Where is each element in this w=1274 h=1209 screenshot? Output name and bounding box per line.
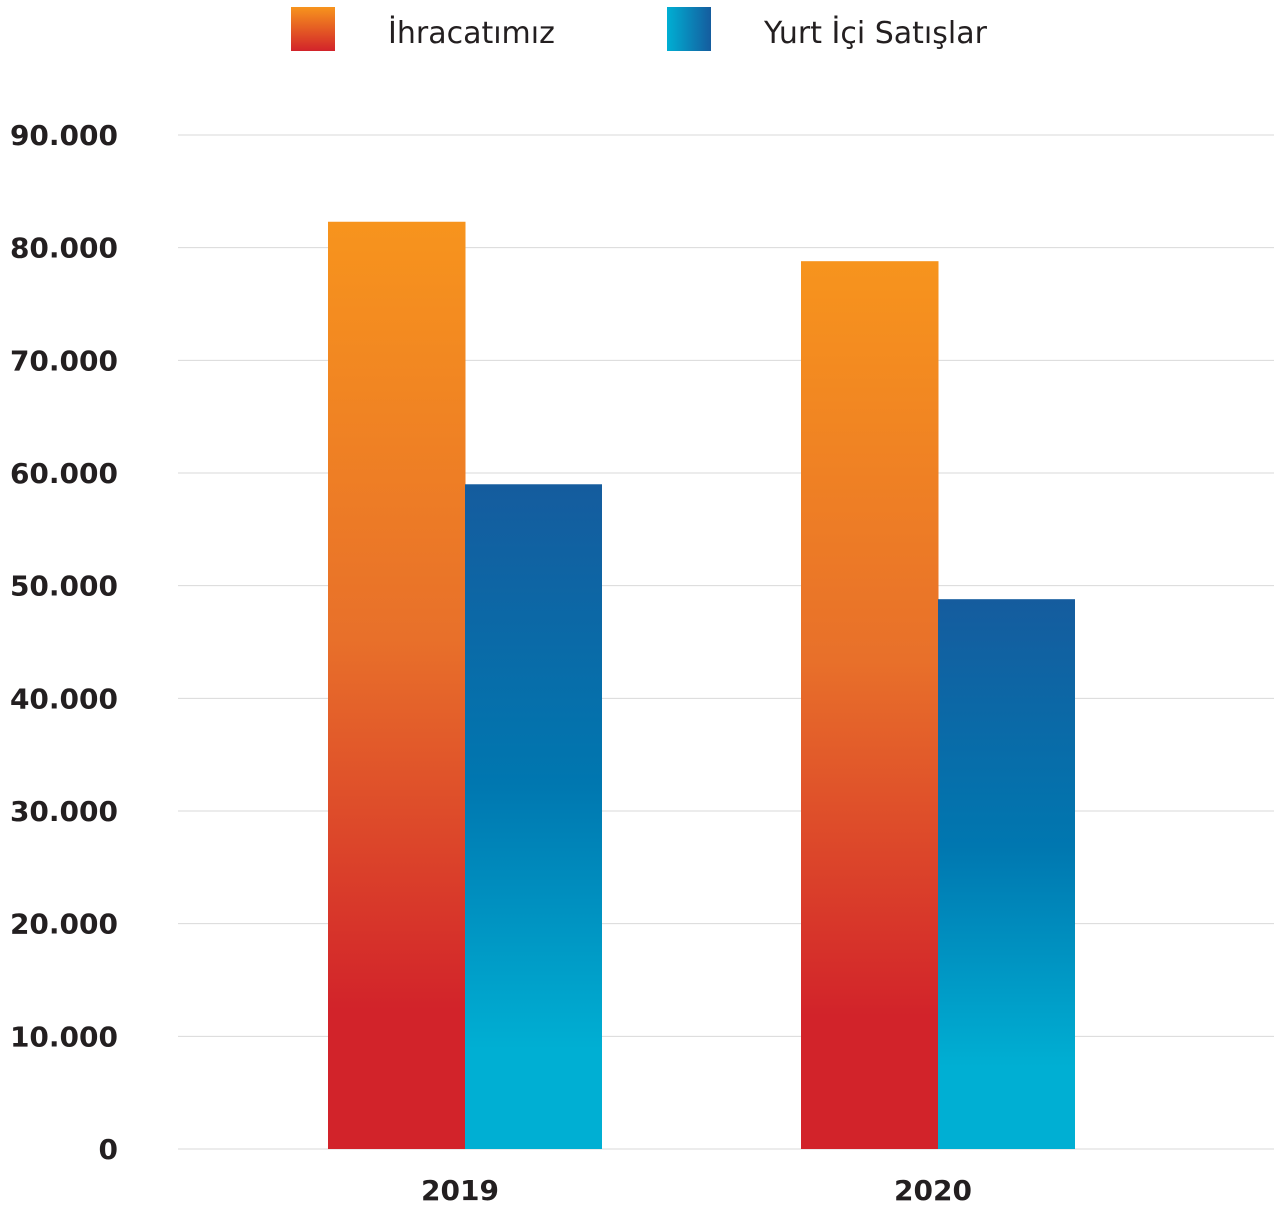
y-tick-label: 80.000 <box>10 232 118 265</box>
legend-label-export: İhracatımız <box>388 15 555 51</box>
legend-label-domestic: Yurt İçi Satışlar <box>763 15 988 51</box>
y-tick-label: 70.000 <box>10 344 118 377</box>
bar-export-2019 <box>328 221 466 1150</box>
x-tick-label: 2019 <box>421 1174 499 1207</box>
bars <box>328 221 1075 1150</box>
bar-domestic-2020 <box>938 599 1075 1149</box>
y-axis-tick-labels: 0 10.000 20.000 30.000 40.000 50.000 60.000 70.… <box>10 119 118 1166</box>
x-axis-tick-labels: 2019 2020 <box>421 1174 972 1207</box>
y-tick-label: 10.000 <box>10 1020 118 1053</box>
legend-swatch-export <box>291 7 335 51</box>
x-tick-label: 2020 <box>894 1174 972 1207</box>
y-tick-label: 90.000 <box>10 119 118 152</box>
y-tick-label: 30.000 <box>10 795 118 828</box>
y-tick-label: 60.000 <box>10 457 118 490</box>
y-tick-label: 50.000 <box>10 570 118 603</box>
bar-domestic-2019 <box>465 484 602 1149</box>
y-tick-label: 40.000 <box>10 682 118 715</box>
legend: İhracatımız Yurt İçi Satışlar <box>291 7 988 51</box>
y-tick-label: 0 <box>99 1133 118 1166</box>
bar-export-2020 <box>801 261 939 1150</box>
y-tick-label: 20.000 <box>10 908 118 941</box>
legend-swatch-domestic <box>667 7 711 51</box>
